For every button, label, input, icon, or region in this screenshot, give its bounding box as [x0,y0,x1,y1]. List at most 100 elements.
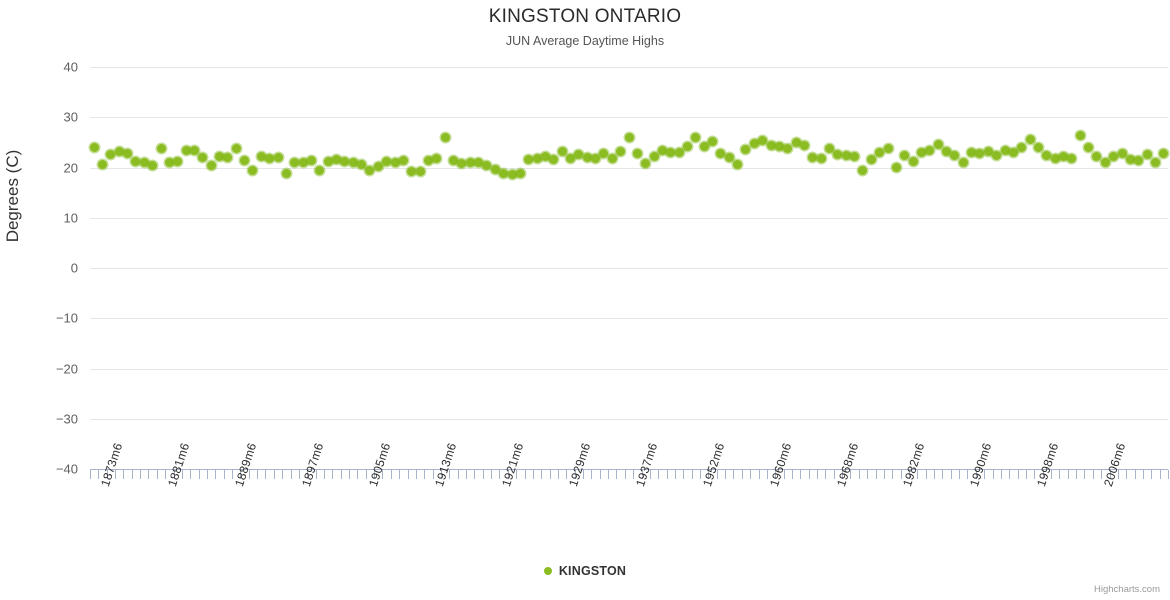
data-point[interactable] [423,156,433,166]
data-point[interactable] [616,147,626,157]
data-point[interactable] [666,147,676,157]
data-point[interactable] [574,150,584,160]
data-point[interactable] [281,169,291,179]
data-point[interactable] [1033,142,1043,152]
data-point[interactable] [908,156,918,166]
data-point[interactable] [1109,152,1119,162]
data-point[interactable] [373,162,383,172]
data-point[interactable] [591,154,601,164]
data-point[interactable] [582,153,592,163]
data-point[interactable] [992,151,1002,161]
data-point[interactable] [507,170,517,180]
data-point[interactable] [883,143,893,153]
data-point[interactable] [875,147,885,157]
data-point[interactable] [1059,152,1069,162]
data-point[interactable] [524,155,534,165]
data-point[interactable] [114,146,124,156]
data-point[interactable] [607,153,617,163]
data-point[interactable] [816,153,826,163]
data-point[interactable] [624,132,634,142]
data-point[interactable] [515,169,525,179]
data-point[interactable] [641,159,651,169]
data-point[interactable] [925,145,935,155]
data-point[interactable] [499,169,509,179]
data-point[interactable] [139,157,149,167]
data-point[interactable] [206,160,216,170]
data-point[interactable] [273,152,283,162]
data-point[interactable] [164,157,174,167]
data-point[interactable] [958,157,968,167]
data-point[interactable] [457,158,467,168]
data-point[interactable] [432,154,442,164]
data-point[interactable] [106,149,116,159]
data-point[interactable] [733,160,743,170]
data-point[interactable] [766,140,776,150]
data-point[interactable] [699,141,709,151]
data-point[interactable] [390,157,400,167]
data-point[interactable] [783,143,793,153]
data-point[interactable] [398,156,408,166]
data-point[interactable] [549,154,559,164]
data-point[interactable] [758,135,768,145]
data-point[interactable] [1125,154,1135,164]
data-point[interactable] [198,152,208,162]
data-point[interactable] [465,157,475,167]
data-point[interactable] [850,152,860,162]
data-point[interactable] [340,157,350,167]
data-point[interactable] [716,149,726,159]
data-point[interactable] [950,150,960,160]
data-point[interactable] [357,160,367,170]
data-point[interactable] [799,140,809,150]
data-point[interactable] [231,144,241,154]
data-point[interactable] [215,152,225,162]
data-point[interactable] [933,139,943,149]
data-point[interactable] [449,155,458,165]
data-point[interactable] [407,167,417,177]
data-point[interactable] [791,137,801,147]
data-point[interactable] [1117,148,1127,158]
data-point[interactable] [123,149,133,159]
data-point[interactable] [891,163,901,172]
data-point[interactable] [290,157,300,167]
data-point[interactable] [825,144,835,154]
data-point[interactable] [298,158,308,168]
data-point[interactable] [181,145,191,155]
data-point[interactable] [248,165,258,175]
data-point[interactable] [315,166,325,175]
data-point[interactable] [265,154,275,164]
data-point[interactable] [1150,158,1160,168]
data-point[interactable] [858,166,868,175]
data-point[interactable] [323,156,333,166]
data-point[interactable] [1017,142,1027,152]
data-point[interactable] [1159,148,1169,158]
data-point[interactable] [482,161,492,171]
data-point[interactable] [382,156,392,166]
data-point[interactable] [440,132,450,142]
data-point[interactable] [223,152,233,162]
data-point[interactable] [240,156,250,166]
highcharts-credit[interactable]: Highcharts.com [1094,584,1160,595]
data-point[interactable] [841,151,851,161]
data-point[interactable] [131,156,141,166]
data-point[interactable] [599,149,609,159]
data-point[interactable] [749,138,759,148]
data-point[interactable] [566,154,575,164]
data-point[interactable] [332,154,342,164]
data-point[interactable] [649,151,659,161]
data-point[interactable] [1067,153,1077,163]
data-point[interactable] [1050,153,1060,163]
data-point[interactable] [724,152,734,162]
data-point[interactable] [173,156,183,166]
data-point[interactable] [474,158,484,168]
data-point[interactable] [532,154,542,164]
data-point[interactable] [156,143,166,153]
data-point[interactable] [1075,131,1085,141]
data-point[interactable] [557,146,567,156]
data-point[interactable] [415,166,425,176]
data-point[interactable] [148,161,158,171]
data-point[interactable] [189,146,199,156]
data-point[interactable] [490,164,500,174]
data-point[interactable] [1084,143,1094,153]
data-point[interactable] [691,133,701,143]
data-point[interactable] [674,148,684,158]
